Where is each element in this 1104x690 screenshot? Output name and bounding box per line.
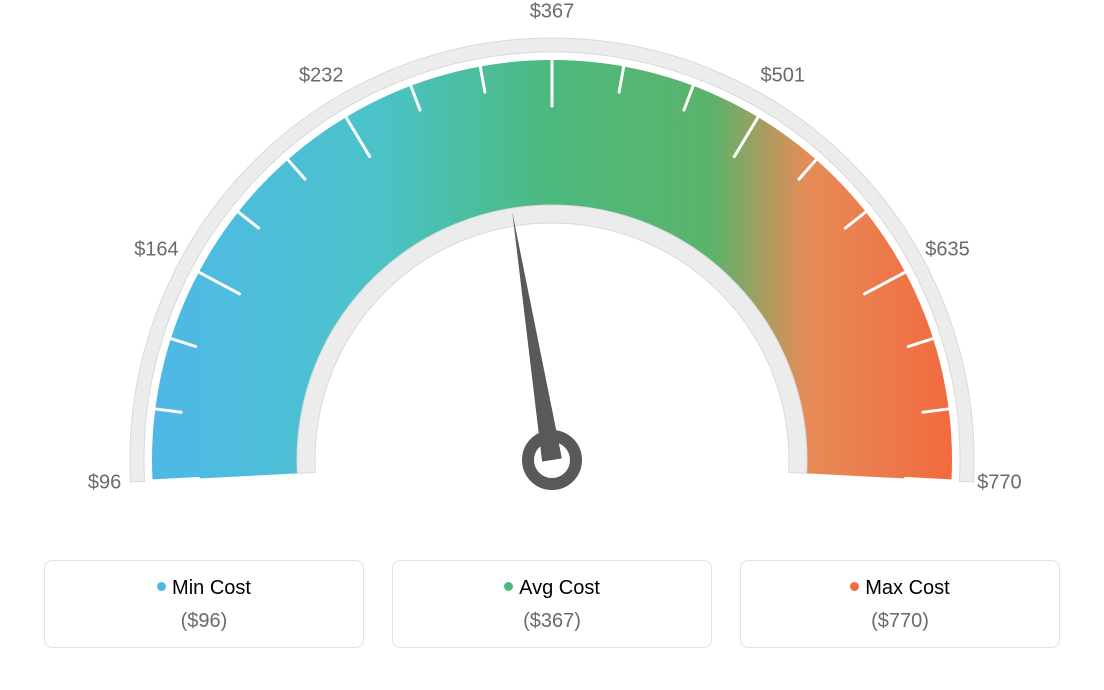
- legend-title-min: Min Cost: [45, 577, 363, 600]
- gauge-tick-label: $232: [299, 64, 344, 87]
- gauge-tick-label: $164: [134, 238, 179, 261]
- legend-value-min: ($96): [45, 610, 363, 633]
- dot-icon: [504, 582, 513, 591]
- dot-icon: [850, 582, 859, 591]
- legend-card-avg: Avg Cost ($367): [392, 560, 712, 648]
- legend-title-text: Avg Cost: [519, 577, 600, 599]
- legend-title-avg: Avg Cost: [393, 577, 711, 600]
- legend-value-avg: ($367): [393, 610, 711, 633]
- legend-title-text: Max Cost: [865, 577, 949, 599]
- gauge-tick-label: $367: [530, 1, 575, 24]
- gauge-tick-label: $501: [760, 64, 805, 87]
- legend-value-max: ($770): [741, 610, 1059, 633]
- gauge-chart: $96 $164 $232 $367 $501 $635 $770: [0, 0, 1104, 560]
- legend-card-max: Max Cost ($770): [740, 560, 1060, 648]
- gauge-tick-label: $635: [925, 238, 970, 261]
- gauge-tick-label: $770: [977, 472, 1022, 495]
- legend-row: Min Cost ($96) Avg Cost ($367) Max Cost …: [0, 560, 1104, 648]
- legend-card-min: Min Cost ($96): [44, 560, 364, 648]
- legend-title-max: Max Cost: [741, 577, 1059, 600]
- gauge-tick-label: $96: [88, 472, 121, 495]
- gauge-svg: [0, 0, 1104, 560]
- legend-title-text: Min Cost: [172, 577, 251, 599]
- dot-icon: [157, 582, 166, 591]
